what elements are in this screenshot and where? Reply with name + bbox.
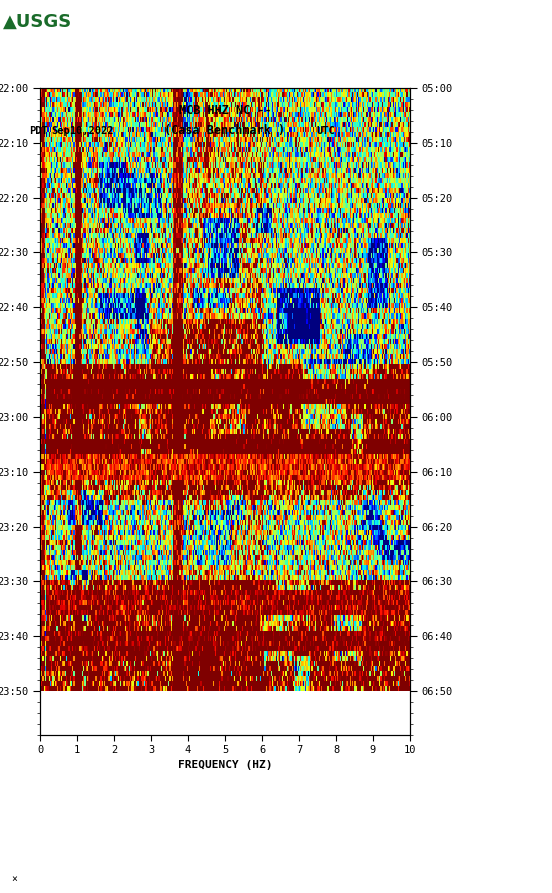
X-axis label: FREQUENCY (HZ): FREQUENCY (HZ) [178, 760, 272, 770]
Text: MCB HHZ NC --: MCB HHZ NC -- [179, 104, 272, 117]
Text: Sep10,2022: Sep10,2022 [51, 126, 114, 136]
Text: PDT: PDT [29, 126, 47, 136]
Text: UTC: UTC [316, 126, 335, 136]
Text: ×: × [11, 874, 17, 884]
Text: ▲USGS: ▲USGS [3, 13, 72, 30]
Text: (Casa Benchmark ): (Casa Benchmark ) [164, 124, 285, 138]
